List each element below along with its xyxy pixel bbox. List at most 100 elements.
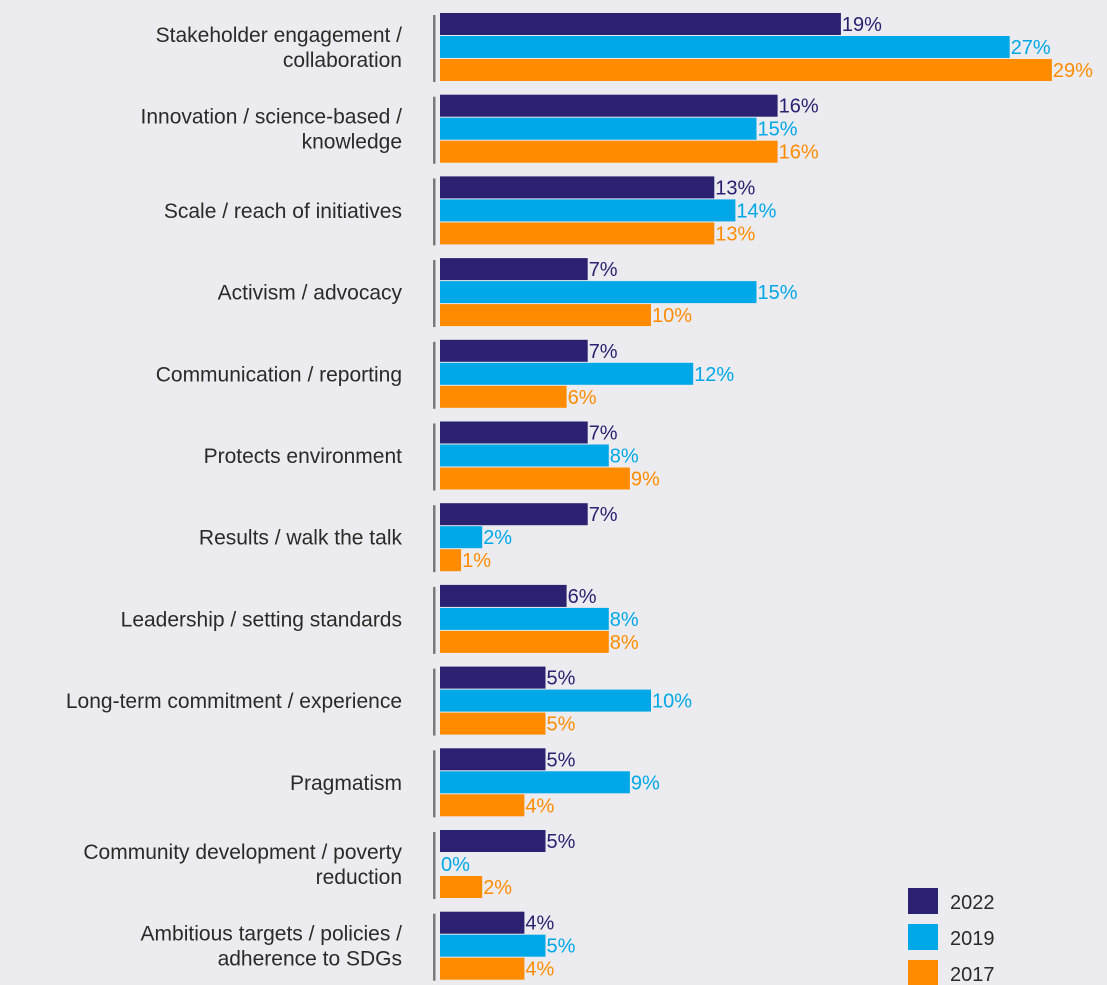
- data-label-2019: 15%: [758, 119, 798, 141]
- data-label-2017: 8%: [610, 632, 639, 654]
- data-label-2019: 5%: [547, 936, 576, 958]
- data-label-2022: 5%: [547, 831, 576, 853]
- category-label: adherence to SDGs: [218, 948, 402, 971]
- data-label-2022: 7%: [589, 423, 618, 445]
- bar-2019: [440, 199, 735, 221]
- data-label-2022: 7%: [589, 504, 618, 526]
- data-label-2022: 5%: [547, 749, 576, 771]
- data-label-2022: 7%: [589, 341, 618, 363]
- group-axis-line: [433, 587, 436, 654]
- category-label: Ambitious targets / policies /: [141, 923, 403, 946]
- category-label: Protects environment: [204, 445, 403, 468]
- data-label-2017: 4%: [525, 959, 554, 981]
- data-label-2022: 19%: [842, 14, 882, 36]
- category-label: Leadership / setting standards: [121, 608, 402, 631]
- group-axis-line: [433, 15, 436, 82]
- data-label-2019: 15%: [758, 282, 798, 304]
- bar-2022: [440, 830, 546, 852]
- legend-label-2022: 2022: [950, 892, 995, 914]
- legend-swatch-2019: [908, 924, 938, 950]
- bar-2017: [440, 386, 567, 408]
- data-label-2022: 5%: [547, 668, 576, 690]
- bar-2017: [440, 713, 546, 735]
- bar-2017: [440, 958, 524, 980]
- data-label-2022: 16%: [779, 96, 819, 118]
- data-label-2022: 13%: [715, 177, 755, 199]
- bar-2017: [440, 549, 461, 571]
- legend-label-2019: 2019: [950, 928, 995, 950]
- legend-swatch-2022: [908, 888, 938, 914]
- bar-2022: [440, 667, 546, 689]
- data-label-2022: 4%: [525, 913, 554, 935]
- category-label: Communication / reporting: [156, 363, 402, 386]
- category-label: Scale / reach of initiatives: [164, 200, 402, 223]
- data-label-2017: 10%: [652, 305, 692, 327]
- data-label-2019: 8%: [610, 446, 639, 468]
- legend-label-2017: 2017: [950, 964, 995, 985]
- group-axis-line: [433, 914, 436, 981]
- data-label-2017: 1%: [462, 550, 491, 572]
- group-axis-line: [433, 97, 436, 164]
- bar-2017: [440, 876, 482, 898]
- category-label: Pragmatism: [290, 772, 402, 795]
- bar-2017: [440, 794, 524, 816]
- bar-2017: [440, 141, 778, 163]
- data-label-2022: 7%: [589, 259, 618, 281]
- data-label-2019: 2%: [483, 527, 512, 549]
- data-label-2019: 27%: [1011, 37, 1051, 59]
- bar-2017: [440, 304, 651, 326]
- data-label-2017: 2%: [483, 877, 512, 899]
- group-axis-line: [433, 178, 436, 245]
- group-axis-line: [433, 260, 436, 327]
- bar-2022: [440, 748, 546, 770]
- data-label-2017: 13%: [715, 223, 755, 245]
- data-label-2017: 9%: [631, 469, 660, 491]
- group-axis-line: [433, 505, 436, 572]
- legend-swatch-2017: [908, 960, 938, 985]
- category-label: Results / walk the talk: [199, 527, 403, 550]
- bar-2022: [440, 340, 588, 362]
- bar-2022: [440, 258, 588, 280]
- data-label-2017: 5%: [547, 714, 576, 736]
- bar-2019: [440, 445, 609, 467]
- bar-2017: [440, 631, 609, 653]
- group-axis-line: [433, 832, 436, 899]
- bar-2022: [440, 422, 588, 444]
- data-label-2017: 29%: [1053, 60, 1093, 82]
- bar-2022: [440, 585, 567, 607]
- bar-2019: [440, 526, 482, 548]
- data-label-2022: 6%: [568, 586, 597, 608]
- data-label-2019: 10%: [652, 691, 692, 713]
- data-label-2017: 4%: [525, 795, 554, 817]
- bar-2022: [440, 176, 714, 198]
- bar-2019: [440, 935, 546, 957]
- data-label-2019: 0%: [441, 854, 470, 876]
- bar-2017: [440, 59, 1052, 81]
- category-label: Activism / advocacy: [218, 282, 403, 305]
- category-label: Long-term commitment / experience: [66, 690, 402, 713]
- bar-2022: [440, 503, 588, 525]
- data-label-2019: 12%: [694, 364, 734, 386]
- bar-2019: [440, 36, 1010, 58]
- group-axis-line: [433, 750, 436, 817]
- bar-2019: [440, 281, 757, 303]
- group-axis-line: [433, 669, 436, 736]
- bar-2022: [440, 13, 841, 35]
- bar-2022: [440, 912, 524, 934]
- data-label-2019: 8%: [610, 609, 639, 631]
- category-label: Innovation / science-based /: [141, 106, 403, 129]
- bar-2019: [440, 118, 757, 140]
- category-label: Stakeholder engagement /: [156, 24, 403, 47]
- bar-2019: [440, 363, 693, 385]
- group-axis-line: [433, 424, 436, 491]
- data-label-2017: 16%: [779, 142, 819, 164]
- category-label: Community development / poverty: [83, 841, 402, 864]
- group-axis-line: [433, 342, 436, 409]
- category-label: reduction: [316, 866, 402, 889]
- data-label-2019: 14%: [736, 200, 776, 222]
- bar-2022: [440, 95, 778, 117]
- bar-2017: [440, 468, 630, 490]
- bar-2019: [440, 690, 651, 712]
